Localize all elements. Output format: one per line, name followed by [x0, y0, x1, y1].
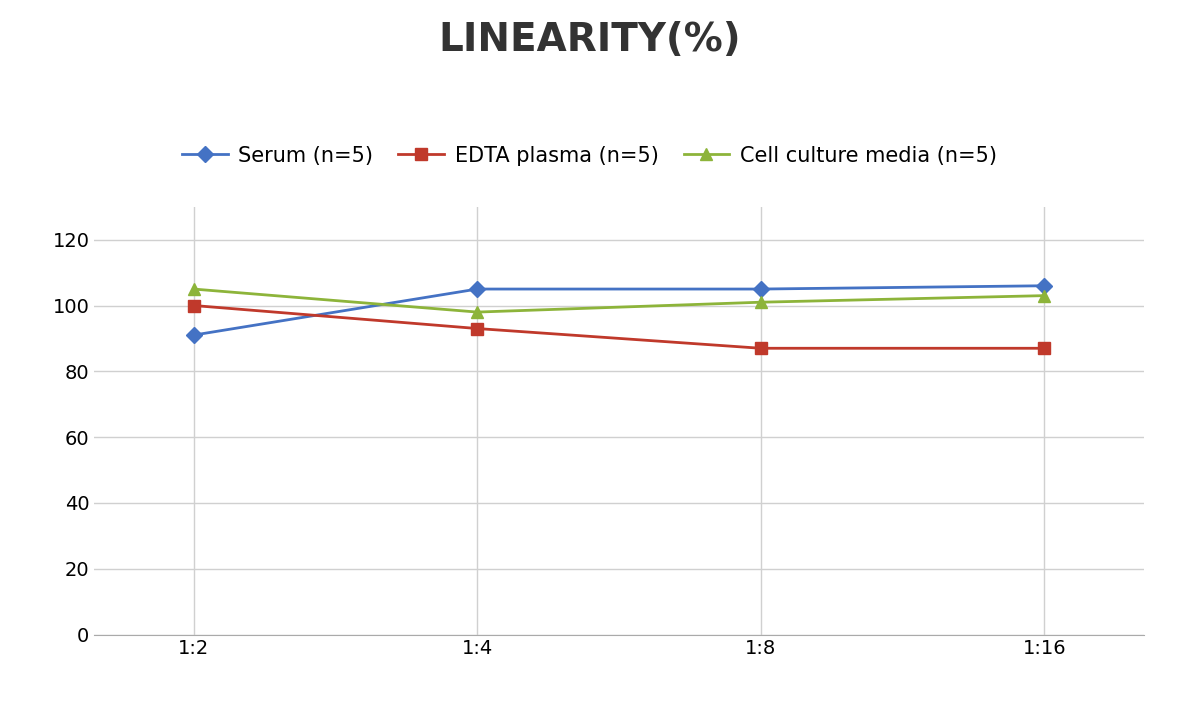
Serum (n=5) [753, 285, 768, 293]
Text: LINEARITY(%): LINEARITY(%) [439, 21, 740, 59]
EDTA plasma (n=5) [753, 344, 768, 352]
EDTA plasma (n=5) [1038, 344, 1052, 352]
Serum (n=5) [186, 331, 200, 339]
Legend: Serum (n=5), EDTA plasma (n=5), Cell culture media (n=5): Serum (n=5), EDTA plasma (n=5), Cell cul… [173, 137, 1006, 174]
Cell culture media (n=5) [1038, 291, 1052, 300]
Line: Cell culture media (n=5): Cell culture media (n=5) [187, 283, 1050, 319]
EDTA plasma (n=5) [186, 301, 200, 309]
Cell culture media (n=5) [753, 298, 768, 307]
EDTA plasma (n=5) [470, 324, 485, 333]
Cell culture media (n=5) [470, 308, 485, 317]
Line: Serum (n=5): Serum (n=5) [187, 280, 1050, 341]
Line: EDTA plasma (n=5): EDTA plasma (n=5) [187, 300, 1050, 354]
Serum (n=5) [1038, 281, 1052, 290]
Serum (n=5) [470, 285, 485, 293]
Cell culture media (n=5) [186, 285, 200, 293]
